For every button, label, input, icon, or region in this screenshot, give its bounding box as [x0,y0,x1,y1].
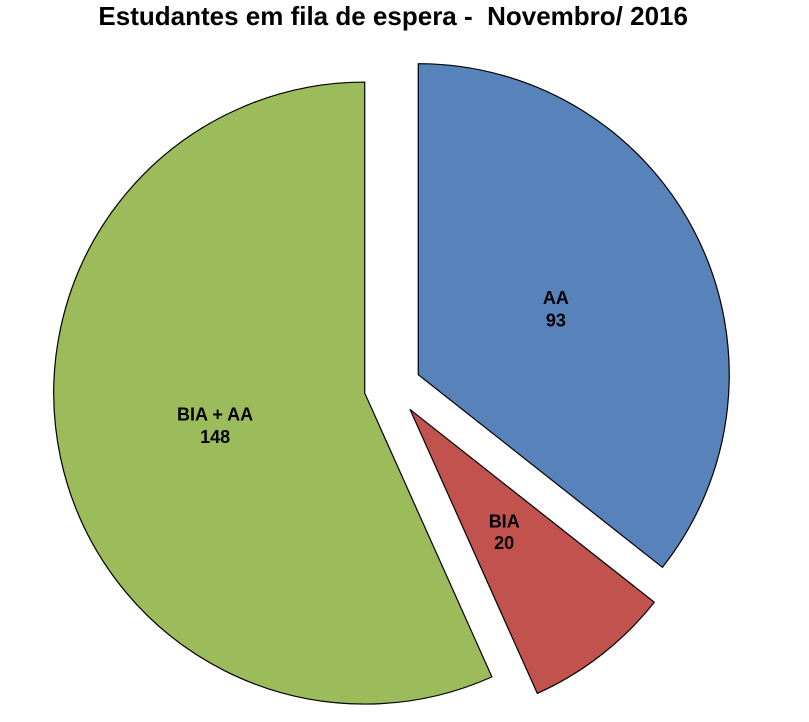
svg-text:148: 148 [200,427,230,447]
svg-text:93: 93 [546,310,566,330]
svg-text:BIA: BIA [489,512,520,532]
svg-text:Estudantes em fila de espera -: Estudantes em fila de espera - Novembro/… [98,1,688,31]
svg-text:AA: AA [543,288,569,308]
svg-text:BIA + AA: BIA + AA [177,405,253,425]
svg-text:20: 20 [494,533,514,553]
